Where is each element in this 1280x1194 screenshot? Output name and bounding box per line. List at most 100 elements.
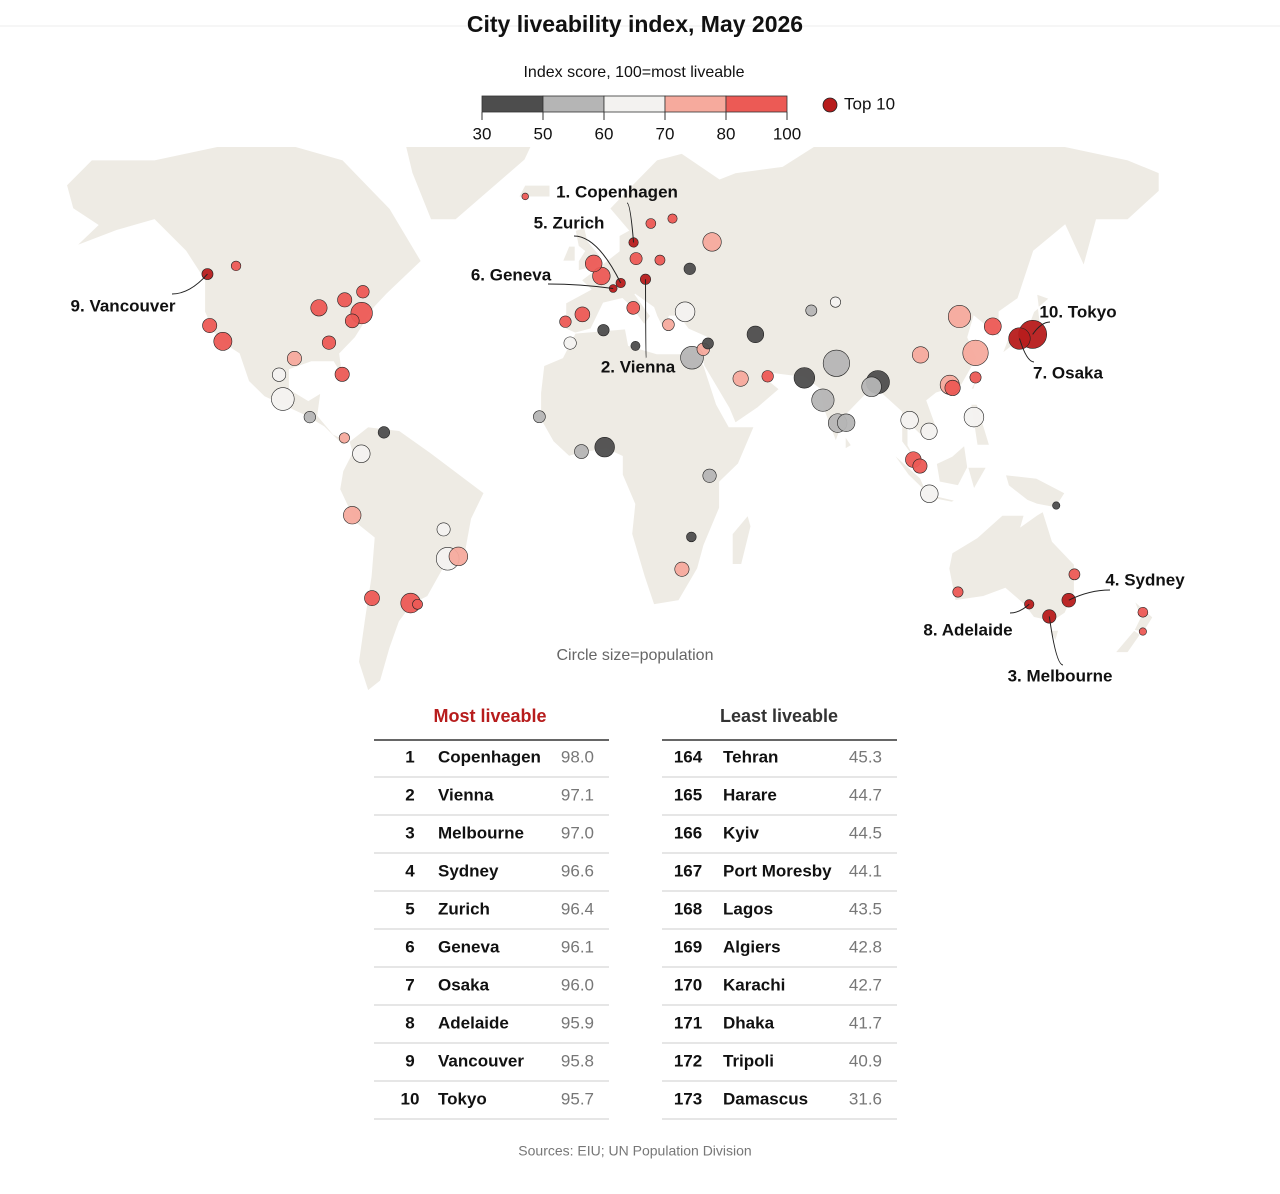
rank: 165: [674, 785, 702, 804]
city-bubble: [594, 436, 615, 458]
city-bubble: [702, 232, 722, 252]
city-bubble: [521, 192, 529, 201]
city-bubble: [861, 376, 882, 397]
annotation: 8. Adelaide: [923, 620, 1012, 639]
city-bubble: [597, 324, 610, 337]
score: 98.0: [561, 747, 594, 766]
score: 97.1: [561, 785, 594, 804]
source: Sources: EIU; UN Population Division: [518, 1143, 751, 1159]
city-bubble: [793, 367, 816, 389]
city-bubble: [352, 444, 371, 463]
legend-swatch: [664, 95, 727, 113]
city-name: Copenhagen: [438, 747, 541, 766]
city-bubble: [912, 458, 928, 474]
annotation: 1. Copenhagen: [556, 182, 678, 201]
rank: 172: [674, 1051, 702, 1070]
city-bubble: [702, 337, 714, 350]
city-bubble: [837, 413, 856, 432]
title: City liveability index, May 2026: [467, 11, 803, 37]
city-bubble: [761, 370, 774, 383]
score: 95.8: [561, 1051, 594, 1070]
city-bubble: [303, 411, 316, 424]
city-bubble: [746, 325, 765, 344]
table-title: Least liveable: [720, 706, 838, 726]
city-bubble: [563, 336, 577, 350]
city-bubble: [230, 260, 242, 272]
landmass: [404, 146, 532, 221]
city-name: Damascus: [723, 1089, 808, 1108]
score: 41.7: [849, 1013, 882, 1032]
score: 44.1: [849, 861, 882, 880]
city-bubble: [920, 484, 939, 503]
rank: 1: [405, 747, 414, 766]
annotation: 2. Vienna: [601, 357, 676, 376]
score: 95.7: [561, 1089, 594, 1108]
city-name: Tripoli: [723, 1051, 774, 1070]
annotation: 5. Zurich: [534, 213, 605, 232]
leader-line: [626, 202, 635, 243]
legend-swatch: [603, 95, 666, 113]
city-bubble: [811, 388, 835, 412]
city-bubble: [900, 411, 919, 430]
score: 44.5: [849, 823, 882, 842]
city-name: Vancouver: [438, 1051, 524, 1070]
score: 31.6: [849, 1089, 882, 1108]
rank: 166: [674, 823, 702, 842]
leader-line: [1048, 616, 1064, 666]
landmass: [1048, 629, 1060, 643]
landmass: [1114, 629, 1142, 654]
city-name: Lagos: [723, 899, 773, 918]
landmass: [561, 245, 576, 262]
leader-line: [171, 273, 208, 295]
city-name: Adelaide: [438, 1013, 509, 1032]
city-bubble: [822, 349, 850, 377]
city-bubble: [448, 546, 469, 567]
rank: 3: [405, 823, 414, 842]
city-name: Tehran: [723, 747, 778, 766]
city-bubble: [969, 371, 982, 384]
annotation: 4. Sydney: [1105, 570, 1185, 589]
city-bubble: [630, 341, 641, 351]
legend-tick-label: 30: [473, 124, 492, 143]
rank: 169: [674, 937, 702, 956]
legend-tick-label: 80: [717, 124, 736, 143]
city-bubble: [338, 432, 350, 444]
city-bubble: [629, 252, 643, 265]
annotation: 3. Melbourne: [1008, 666, 1113, 685]
city-bubble: [310, 299, 328, 317]
city-bubble: [364, 590, 380, 606]
legend-swatch: [725, 95, 788, 113]
city-bubble: [667, 213, 678, 224]
city-bubble: [533, 410, 546, 424]
city-name: Osaka: [438, 975, 490, 994]
city-name: Harare: [723, 785, 777, 804]
city-bubble: [983, 317, 1002, 336]
rank: 173: [674, 1089, 702, 1108]
leader-line: [573, 235, 622, 284]
city-bubble: [321, 335, 337, 350]
score: 96.4: [561, 899, 594, 918]
leader-line: [547, 283, 614, 290]
city-bubble: [654, 254, 666, 266]
city-name: Vienna: [438, 785, 494, 804]
rank: 2: [405, 785, 414, 804]
city-name: Karachi: [723, 975, 785, 994]
landmass: [1004, 474, 1066, 509]
city-bubble: [952, 586, 964, 598]
city-bubble: [912, 346, 930, 364]
score: 96.1: [561, 937, 594, 956]
city-bubble: [674, 301, 696, 322]
legend-tick-label: 50: [534, 124, 553, 143]
score: 44.7: [849, 785, 882, 804]
landmass: [844, 434, 853, 450]
rank: 171: [674, 1013, 702, 1032]
rank: 168: [674, 899, 702, 918]
leader-line: [1009, 603, 1030, 614]
score: 96.0: [561, 975, 594, 994]
rank: 164: [674, 747, 703, 766]
city-bubble: [944, 379, 961, 396]
city-bubble: [1138, 627, 1147, 636]
leader-line: [644, 279, 647, 359]
city-name: Sydney: [438, 861, 499, 880]
